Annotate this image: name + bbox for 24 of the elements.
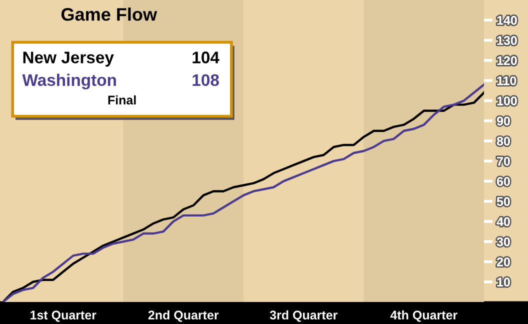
y-tick-label: 40: [496, 217, 510, 226]
y-tick-label: 100: [497, 96, 517, 106]
y-tick-label: 110: [497, 76, 516, 86]
y-tick-label: 50: [496, 197, 510, 206]
annotation: Final: [108, 95, 136, 105]
y-tick-label: 30: [496, 237, 510, 246]
text: Washington: [22, 74, 116, 90]
x-tick-label: 3rd Quarter: [270, 310, 338, 322]
annotation: 108: [192, 74, 219, 86]
y-tick-label: 90: [496, 116, 510, 126]
y-tick-label: 130: [497, 36, 517, 45]
y-tick-label: 10: [497, 278, 510, 287]
text: New Jersey: [23, 52, 114, 67]
y-tick-label: 80: [496, 136, 510, 146]
y-tick-label: 20: [496, 258, 510, 266]
annotation: 104: [192, 52, 220, 64]
y-tick-label: 70: [497, 156, 510, 166]
y-tick-label: 140: [497, 16, 517, 25]
x-tick-label: 1st Quarter: [30, 310, 96, 322]
x-tick-label: 2nd Quarter: [148, 310, 219, 322]
x-tick-label: 4th Quarter: [390, 310, 458, 322]
y-tick-label: 60: [496, 177, 510, 186]
y-tick-label: 120: [497, 56, 517, 66]
chart-title: Game Flow: [61, 8, 158, 21]
